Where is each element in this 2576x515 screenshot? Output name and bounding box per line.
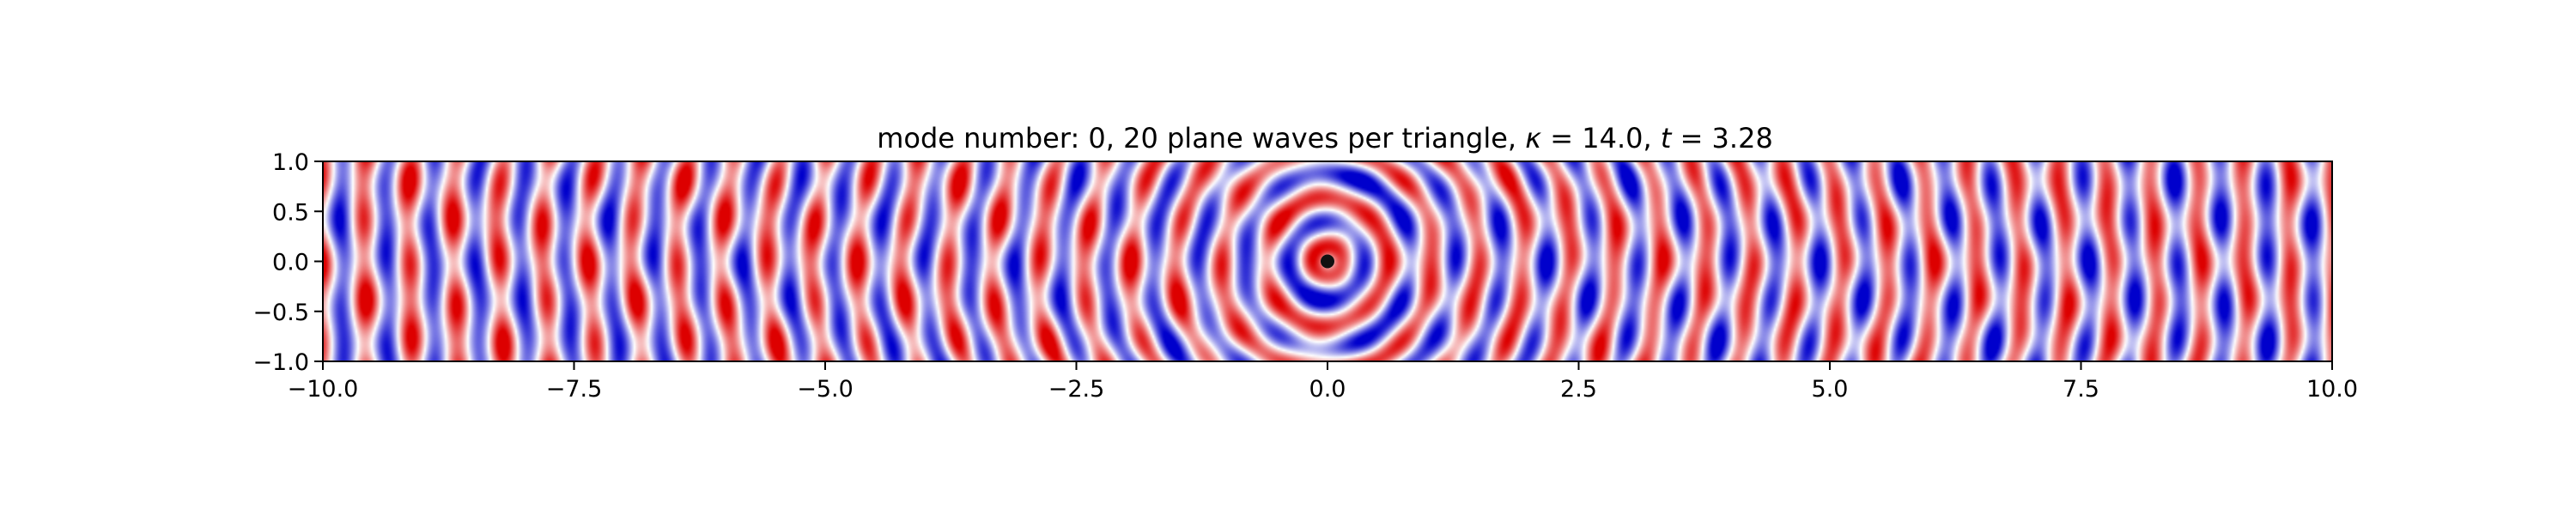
title-kappa-value: = 14.0,	[1541, 122, 1661, 154]
x-tick-label: 10.0	[2306, 376, 2358, 403]
x-tick-label: 7.5	[2063, 376, 2099, 403]
y-tick-label: −0.5	[252, 300, 309, 326]
x-tick-label: 2.5	[1560, 376, 1597, 403]
y-axis: 1.0 0.5 0.0 −0.5 −1.0	[252, 149, 323, 376]
y-tick-label: 0.5	[272, 199, 309, 226]
source-point-marker	[1321, 254, 1334, 269]
y-tick-label: 1.0	[272, 149, 309, 176]
title-t-symbol: t	[1661, 122, 1673, 154]
title-t-value: = 3.28	[1671, 122, 1772, 154]
chart-title: mode number: 0, 20 plane waves per trian…	[877, 122, 1773, 154]
y-tick-label: −1.0	[252, 349, 309, 376]
x-tick-label: 0.0	[1309, 376, 1346, 403]
x-axis: −10.0 −7.5 −5.0 −2.5 0.0 2.5 5.0 7.5 10.0	[288, 361, 2358, 403]
x-tick-label: −2.5	[1048, 376, 1105, 403]
title-prefix: mode number: 0, 20 plane waves per trian…	[877, 122, 1525, 154]
x-tick-label: −5.0	[797, 376, 854, 403]
x-tick-label: −7.5	[546, 376, 603, 403]
title-kappa-symbol: κ	[1525, 122, 1541, 154]
y-tick-label: 0.0	[272, 250, 309, 276]
plot-area	[322, 161, 2333, 362]
x-tick-label: 5.0	[1812, 376, 1849, 403]
x-tick-label: −10.0	[288, 376, 359, 403]
